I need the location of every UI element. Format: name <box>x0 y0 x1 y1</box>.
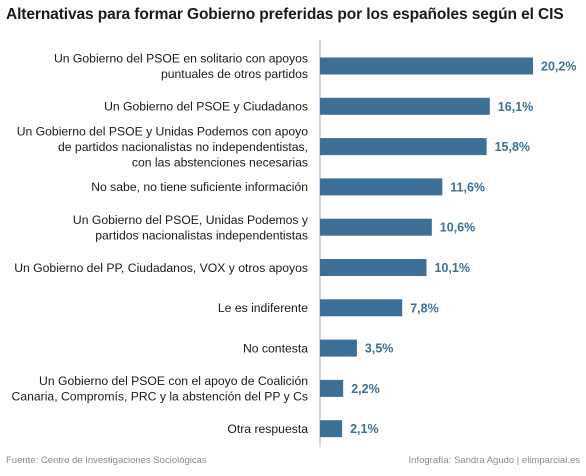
category-label: Un Gobierno del PSOE en solitario con ap… <box>54 52 308 82</box>
bar <box>320 138 487 156</box>
category-label: Un Gobierno del PP, Ciudadanos, VOX y ot… <box>14 261 308 275</box>
value-label: 16,1% <box>498 100 533 114</box>
bar <box>320 178 443 196</box>
category-label: No sabe, no tiene suficiente información <box>91 180 308 194</box>
bar <box>320 339 357 357</box>
value-label: 7,8% <box>410 301 439 315</box>
value-label: 2,2% <box>351 382 380 396</box>
value-label: 15,8% <box>495 140 530 154</box>
value-label: 3,5% <box>365 342 394 356</box>
bars <box>320 57 533 438</box>
value-label: 20,2% <box>541 60 576 74</box>
category-label: Un Gobierno del PSOE y Ciudadanos <box>104 100 308 114</box>
value-label: 2,1% <box>350 422 379 436</box>
bar <box>320 379 344 397</box>
footer-source: Fuente: Centro de Investigaciones Sociol… <box>6 455 207 466</box>
category-label: Otra respuesta <box>227 422 308 436</box>
footer-credit: Infografía: Sandra Agudo | elimparcial.e… <box>408 455 580 466</box>
value-label: 10,1% <box>435 261 470 275</box>
bar <box>320 420 343 438</box>
bar <box>320 57 533 75</box>
category-label: Un Gobierno del PSOE con el apoyo de Coa… <box>12 374 308 404</box>
value-labels: 20,2% 16,1% 15,8% 11,6% 10,6% 10,1% 7,8% 3,5% 2,… <box>350 60 576 437</box>
bar <box>320 218 432 236</box>
value-label: 10,6% <box>440 221 475 235</box>
category-label: Le es indiferente <box>218 301 308 315</box>
category-label: No contesta <box>243 341 308 355</box>
chart-title: Alternativas para formar Gobierno prefer… <box>6 6 564 23</box>
bar <box>320 97 490 115</box>
bar <box>320 259 427 276</box>
bar <box>320 299 403 317</box>
category-labels: Un Gobierno del PSOE en solitario con ap… <box>12 52 309 437</box>
value-label: 11,6% <box>450 180 485 194</box>
category-label: Un Gobierno del PSOE, Unidas Podemos y pa… <box>73 213 309 243</box>
category-label: Un Gobierno del PSOE y Unidas Podemos co… <box>17 124 309 169</box>
